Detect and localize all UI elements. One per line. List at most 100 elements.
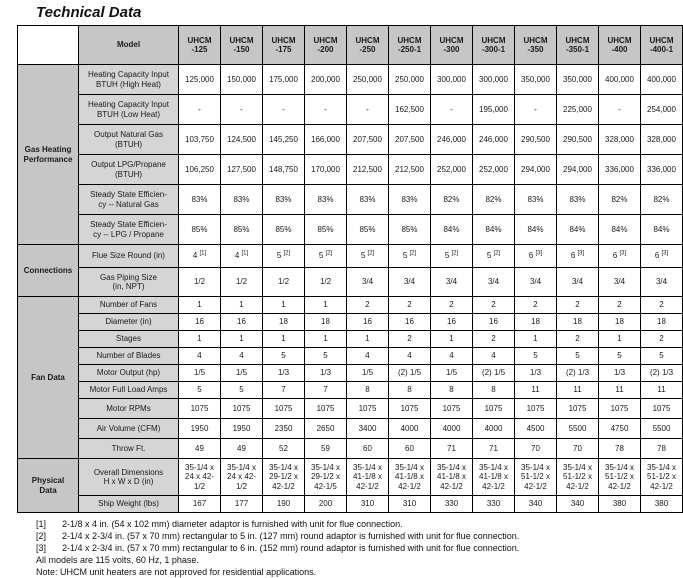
data-cell: 1075 [557, 399, 599, 419]
data-cell: 225,000 [557, 95, 599, 125]
data-cell: 18 [641, 314, 683, 331]
data-cell: 177 [221, 496, 263, 513]
data-cell: 1/3 [305, 365, 347, 382]
data-cell: 2650 [305, 419, 347, 439]
data-cell: 5 [2] [431, 245, 473, 268]
data-cell: 11 [641, 382, 683, 399]
row-label-cell: Steady State Efficien- cy -- Natural Gas [79, 185, 179, 215]
data-cell: 103,750 [179, 125, 221, 155]
table-row: Heating Capacity Input BTUH (Low Heat)--… [18, 95, 683, 125]
data-cell: 60 [347, 439, 389, 459]
data-cell: 1 [221, 297, 263, 314]
data-cell: 82% [431, 185, 473, 215]
data-cell: 1950 [179, 419, 221, 439]
footnote-text: 2-1/4 x 2-3/4 in. (57 x 70 mm) rectangul… [62, 543, 683, 555]
data-cell: 1 [179, 331, 221, 348]
data-cell: 2 [557, 297, 599, 314]
data-cell: 3/4 [515, 268, 557, 297]
section-label-cell: Gas Heating Performance [18, 65, 79, 245]
data-cell: 106,250 [179, 155, 221, 185]
data-cell: 6 [3] [599, 245, 641, 268]
data-cell: - [263, 95, 305, 125]
data-cell: 8 [389, 382, 431, 399]
model-header-cell: UHCM -400-1 [641, 26, 683, 65]
data-cell: 190 [263, 496, 305, 513]
row-label-cell: Number of Fans [79, 297, 179, 314]
row-label-cell: Heating Capacity Input BTUH (High Heat) [79, 65, 179, 95]
model-header-cell: UHCM -300 [431, 26, 473, 65]
data-cell: 2 [641, 331, 683, 348]
data-cell: 52 [263, 439, 305, 459]
data-cell: 83% [179, 185, 221, 215]
data-cell: 5 [179, 382, 221, 399]
data-cell: 18 [515, 314, 557, 331]
data-cell: 125,000 [179, 65, 221, 95]
data-cell: 3400 [347, 419, 389, 439]
data-cell: 246,000 [473, 125, 515, 155]
data-cell: 380 [641, 496, 683, 513]
data-cell: 71 [431, 439, 473, 459]
data-cell: 35-1/4 x 51-1/2 x 42-1/2 [515, 459, 557, 496]
data-cell: 1/5 [431, 365, 473, 382]
data-cell: 1/3 [515, 365, 557, 382]
model-header-cell: UHCM -175 [263, 26, 305, 65]
model-corner-cell: Model [79, 26, 179, 65]
data-cell: 1/2 [305, 268, 347, 297]
data-cell: 400,000 [599, 65, 641, 95]
data-cell: 35-1/4 x 41-1/8 x 42-1/2 [431, 459, 473, 496]
data-cell: 2 [557, 331, 599, 348]
data-cell: - [347, 95, 389, 125]
data-cell: 148,750 [263, 155, 305, 185]
data-cell: 207,500 [347, 125, 389, 155]
data-cell: 166,000 [305, 125, 347, 155]
data-cell: 212,500 [347, 155, 389, 185]
data-cell: 35-1/4 x 41-1/8 x 42-1/2 [389, 459, 431, 496]
row-label-cell: Gas Piping Size (in, NPT) [79, 268, 179, 297]
data-cell: 200 [305, 496, 347, 513]
table-row: Steady State Efficien- cy -- Natural Gas… [18, 185, 683, 215]
data-cell: 4 [179, 348, 221, 365]
data-cell: 252,000 [473, 155, 515, 185]
footnote-marker: [2] [36, 531, 62, 543]
footnote-line: [2]2-1/4 x 2-3/4 in. (57 x 70 mm) rectan… [36, 531, 683, 543]
data-cell: 300,000 [473, 65, 515, 95]
data-cell: 4500 [515, 419, 557, 439]
data-cell: - [599, 95, 641, 125]
data-cell: 85% [389, 215, 431, 245]
data-cell: - [305, 95, 347, 125]
data-cell: 35-1/4 x 24 x 42- 1/2 [221, 459, 263, 496]
data-cell: 124,500 [221, 125, 263, 155]
data-cell: 2 [431, 297, 473, 314]
data-cell: 5 [641, 348, 683, 365]
data-cell: 300,000 [431, 65, 473, 95]
data-cell: 60 [389, 439, 431, 459]
data-cell: 35-1/4 x 24 x 42- 1/2 [179, 459, 221, 496]
data-cell: 290,500 [515, 125, 557, 155]
data-cell: 1075 [473, 399, 515, 419]
data-cell: 328,000 [641, 125, 683, 155]
data-cell: (2) 1/5 [473, 365, 515, 382]
row-label-cell: Throw Ft. [79, 439, 179, 459]
data-cell: 1/3 [263, 365, 305, 382]
data-cell: 2350 [263, 419, 305, 439]
data-cell: 1075 [221, 399, 263, 419]
data-cell: 3/4 [431, 268, 473, 297]
data-cell: 4000 [473, 419, 515, 439]
section-label-cell: Connections [18, 245, 79, 297]
model-header-cell: UHCM -350-1 [557, 26, 599, 65]
data-cell: 8 [473, 382, 515, 399]
data-cell: 310 [389, 496, 431, 513]
data-cell: 16 [389, 314, 431, 331]
row-label-cell: Flue Size Round (in) [79, 245, 179, 268]
data-cell: 71 [473, 439, 515, 459]
row-label-cell: Output LPG/Propane (BTUH) [79, 155, 179, 185]
section-label-cell: Physical Data [18, 459, 79, 513]
data-cell: 5 [2] [305, 245, 347, 268]
data-cell: 195,000 [473, 95, 515, 125]
data-cell: 4 [1] [221, 245, 263, 268]
